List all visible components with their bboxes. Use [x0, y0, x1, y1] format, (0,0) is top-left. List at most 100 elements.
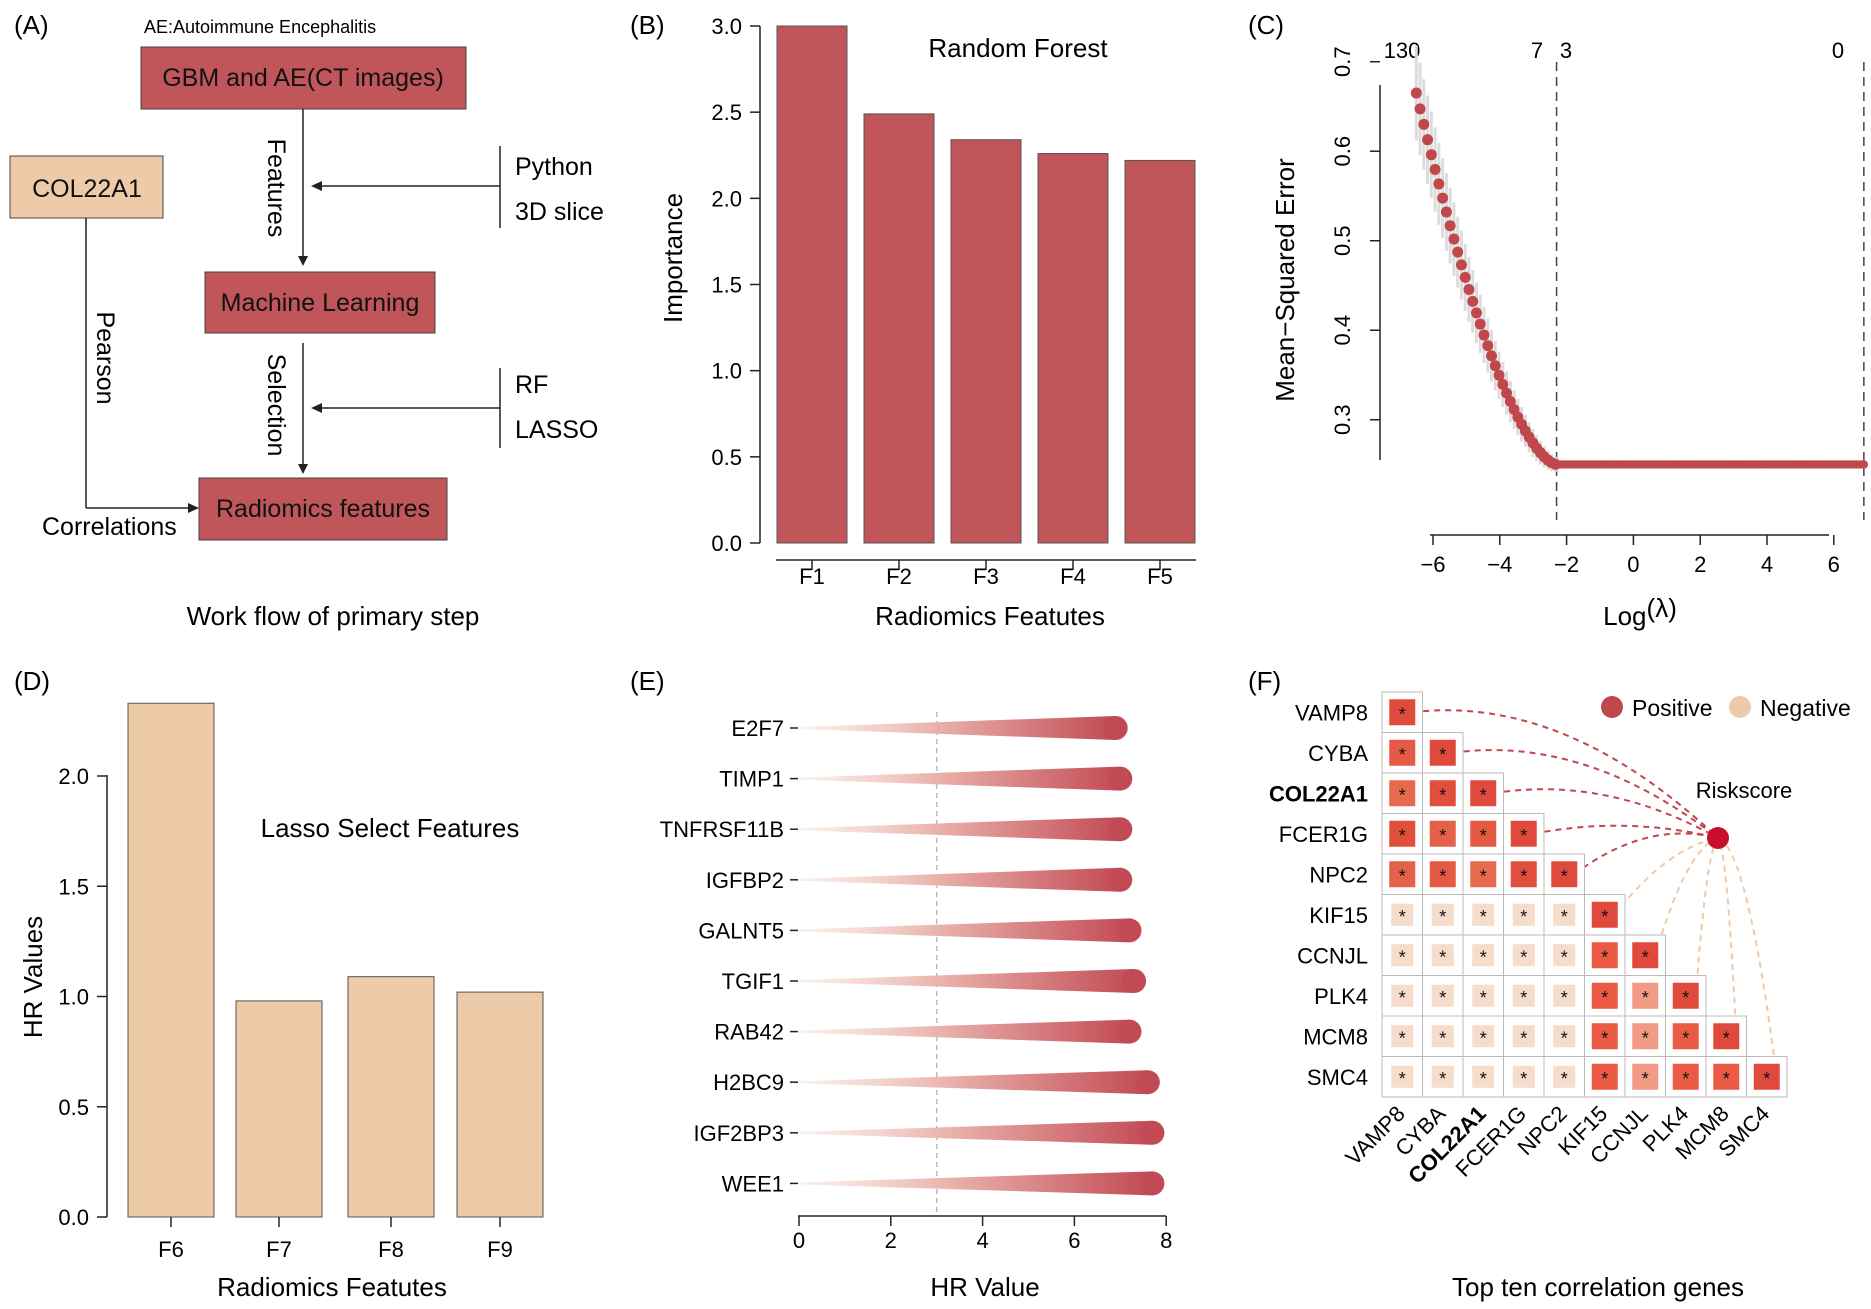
- chart-f-cell-star: *: [1439, 866, 1446, 886]
- label-pearson: Pearson: [91, 311, 119, 404]
- panel-c: (C) Mean−Squared Error Log(λ) 130 7 3 0 0.3…: [1248, 10, 1869, 631]
- chart-f-row-label: SMC4: [1307, 1065, 1368, 1090]
- chart-f-cell-star: *: [1399, 704, 1406, 724]
- chart-c-point: [1425, 149, 1437, 161]
- chart-c-point: [1437, 192, 1449, 204]
- chart-f-cell-star: *: [1399, 785, 1406, 805]
- label-python: Python: [515, 153, 593, 181]
- chart-f-cell-star: *: [1723, 1069, 1730, 1089]
- chart-e-category-label: GALNT5: [698, 918, 784, 943]
- chart-e-category-label: IGFBP2: [706, 868, 784, 893]
- chart-f-cell: [1429, 861, 1456, 888]
- panel-a: (A) AE:Autoimmune Encephalitis GBM and A…: [9, 10, 604, 631]
- chart-f-link: [1613, 837, 1719, 916]
- chart-f-cell: [1553, 1065, 1576, 1088]
- chart-f-row-label: CYBA: [1308, 741, 1368, 766]
- chart-c-point: [1482, 340, 1494, 352]
- chart-b-bar: [1124, 159, 1196, 544]
- chart-f-cell: [1512, 984, 1535, 1007]
- chart-d-bar: [235, 1000, 323, 1218]
- chart-f-link: [1573, 832, 1719, 876]
- chart-c-xtick-label: −2: [1554, 552, 1579, 577]
- chart-e-xtick-label: 8: [1160, 1228, 1172, 1253]
- chart-c-point: [1440, 206, 1452, 218]
- chart-f-cell-star: *: [1399, 947, 1406, 967]
- chart-c-ytick-label: 0.4: [1330, 315, 1355, 346]
- chart-e-point: [1108, 867, 1133, 892]
- chart-f-link: [1717, 837, 1778, 1077]
- label-3d-slice: 3D slice: [515, 198, 604, 226]
- chart-f-cell-star: *: [1682, 988, 1689, 1008]
- panel-d-label: (D): [14, 666, 50, 696]
- chart-c-top-label: 130: [1384, 38, 1421, 63]
- workflow-note: AE:Autoimmune Encephalitis: [144, 17, 376, 37]
- chart-f-cell-star: *: [1601, 1069, 1608, 1089]
- chart-f-cell: [1512, 1025, 1535, 1048]
- riskscore-node: [1707, 827, 1729, 849]
- chart-f-cell: [1472, 944, 1495, 967]
- chart-b-bar: [863, 113, 935, 544]
- chart-d-bar: [347, 976, 435, 1218]
- chart-e-bar: [799, 716, 1116, 740]
- workflow-box-machine-learning-label: Machine Learning: [221, 289, 420, 317]
- chart-b-ytick-label: 1.0: [711, 359, 742, 384]
- panel-f: (F) Top ten correlation genes Positive N…: [1248, 666, 1851, 1302]
- chart-f-cell: [1472, 903, 1495, 926]
- chart-f-cell-star: *: [1561, 988, 1568, 1008]
- chart-c-point: [1414, 103, 1426, 115]
- arrowhead-rf-lasso: [311, 403, 322, 413]
- chart-e-point: [1117, 918, 1142, 943]
- chart-f-cell: [1472, 1065, 1495, 1088]
- chart-b-xtick-label: F1: [799, 564, 825, 589]
- chart-d-ytick-label: 1.0: [58, 985, 89, 1010]
- chart-b-ylabel: Importance: [658, 193, 688, 323]
- chart-e-xtick-label: 0: [793, 1228, 805, 1253]
- chart-c-point: [1418, 118, 1430, 130]
- chart-e-category-label: TNFRSF11B: [660, 817, 784, 842]
- chart-f-cell: [1632, 942, 1659, 969]
- chart-e-category-label: WEE1: [722, 1171, 784, 1196]
- chart-f-cell-star: *: [1601, 988, 1608, 1008]
- chart-f-cell-star: *: [1520, 1028, 1527, 1048]
- chart-f-cell-star: *: [1439, 907, 1446, 927]
- chart-d-bar: [127, 702, 215, 1218]
- chart-f-cell-star: *: [1763, 1069, 1770, 1089]
- chart-e-xlabel: HR Value: [930, 1272, 1039, 1302]
- chart-c-top-label: 7: [1531, 38, 1543, 63]
- chart-f-cell: [1553, 984, 1576, 1007]
- chart-f-cell: [1391, 1065, 1414, 1088]
- chart-f-cell-star: *: [1561, 866, 1568, 886]
- chart-f-link: [1654, 837, 1719, 956]
- legend-negative-label: Negative: [1760, 695, 1851, 721]
- chart-c-point: [1486, 350, 1498, 362]
- chart-c-point: [1497, 378, 1509, 390]
- chart-f-cell-star: *: [1520, 907, 1527, 927]
- chart-f-cell: [1591, 1063, 1618, 1090]
- chart-f-cell-star: *: [1439, 826, 1446, 846]
- chart-f-cell-star: *: [1561, 1069, 1568, 1089]
- workflow-caption: Work flow of primary step: [187, 601, 480, 631]
- chart-b-ytick-label: 2.5: [711, 100, 742, 125]
- chart-c-point: [1467, 295, 1479, 307]
- chart-f-row-label: MCM8: [1303, 1024, 1368, 1049]
- chart-e-bar: [799, 1070, 1148, 1095]
- chart-f-link: [1717, 837, 1738, 1037]
- chart-f-cell: [1389, 739, 1416, 766]
- workflow-box-machine-learning: [204, 271, 436, 334]
- panel-a-label: (A): [14, 10, 49, 40]
- chart-b-title: Random Forest: [928, 33, 1108, 63]
- chart-e-point: [1140, 1120, 1165, 1145]
- chart-c-xtick-label: 2: [1694, 552, 1706, 577]
- chart-f-cell: [1431, 944, 1454, 967]
- panel-e: (E) HR Value E2F7 TIMP1 TNFRSF11B IGFBP2 GAL…: [630, 666, 1172, 1302]
- chart-e-bar: [799, 1120, 1153, 1145]
- chart-e-category-label: RAB42: [714, 1020, 784, 1045]
- chart-b-ytick-label: 0.5: [711, 445, 742, 470]
- chart-f-cell-star: *: [1682, 1069, 1689, 1089]
- chart-c-point: [1859, 460, 1869, 469]
- chart-f-cell: [1389, 820, 1416, 847]
- chart-f-link: [1452, 749, 1719, 839]
- riskscore-label: Riskscore: [1696, 778, 1793, 803]
- chart-e-category-label: E2F7: [731, 716, 784, 741]
- chart-f-cell-star: *: [1601, 907, 1608, 927]
